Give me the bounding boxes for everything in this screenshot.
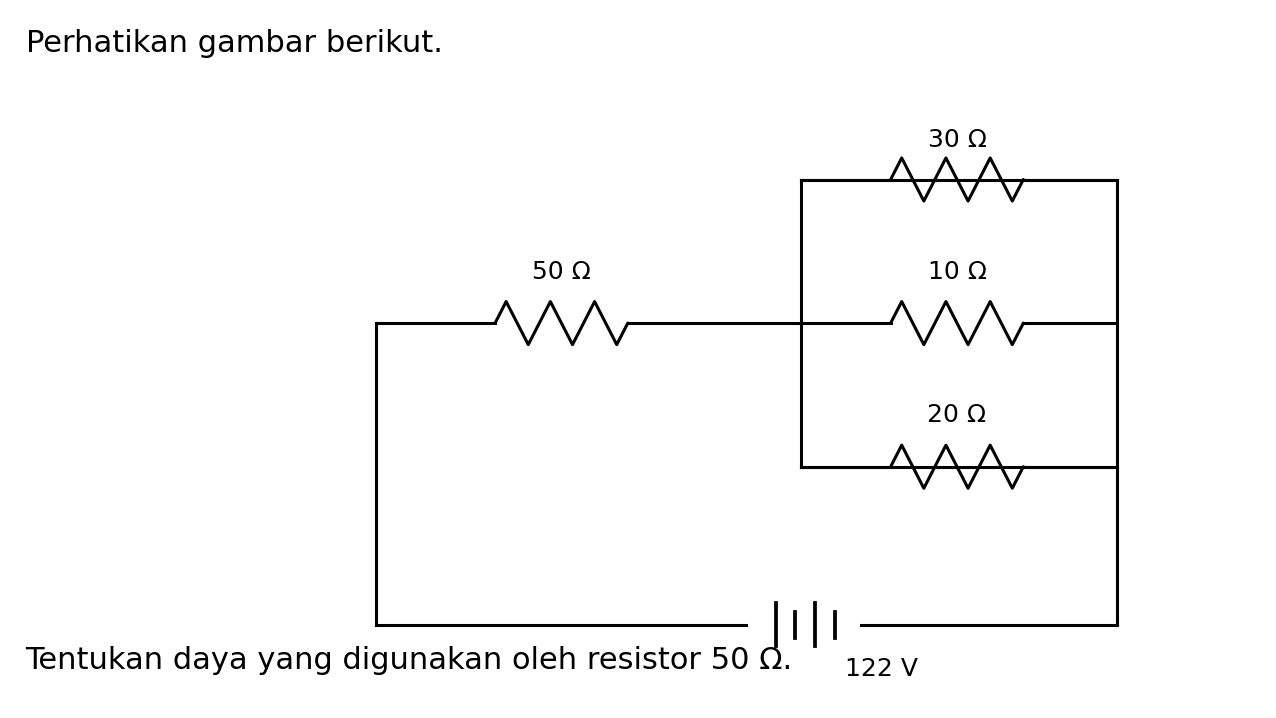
Text: 10 Ω: 10 Ω: [928, 260, 986, 284]
Text: 122 V: 122 V: [845, 657, 917, 681]
Text: 50 Ω: 50 Ω: [532, 260, 591, 284]
Text: 20 Ω: 20 Ω: [928, 404, 986, 427]
Text: 30 Ω: 30 Ω: [928, 129, 986, 152]
Text: Tentukan daya yang digunakan oleh resistor 50 Ω.: Tentukan daya yang digunakan oleh resist…: [26, 646, 792, 675]
Text: Perhatikan gambar berikut.: Perhatikan gambar berikut.: [26, 29, 443, 57]
